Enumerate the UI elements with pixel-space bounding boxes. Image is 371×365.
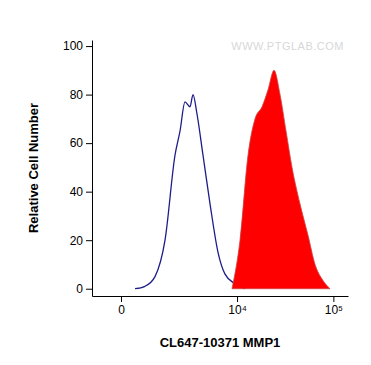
- y-tick-label: 100: [63, 39, 83, 53]
- y-tick: 60: [70, 136, 92, 150]
- y-tick-label: 20: [70, 234, 84, 248]
- x-tick-mark: [237, 296, 238, 302]
- x-tick-mark: [333, 296, 334, 302]
- x-tick: 10⁵: [325, 296, 343, 317]
- y-axis-title: Relative Cell Number: [26, 103, 41, 233]
- x-tick: 10⁴: [228, 296, 247, 317]
- x-axis-title: CL647-10371 MMP1: [160, 335, 281, 350]
- y-tick-label: 0: [76, 282, 83, 296]
- y-tick-mark: [86, 95, 92, 96]
- y-tick-mark: [86, 46, 92, 47]
- x-tick-label: 10⁵: [325, 303, 343, 317]
- x-tick: 0: [118, 296, 125, 317]
- plot-area: [135, 70, 330, 288]
- x-axis: 0 10⁴ 10⁵: [93, 296, 349, 317]
- y-tick-mark: [86, 240, 92, 241]
- y-tick: 0: [76, 282, 92, 296]
- y-tick-mark: [86, 143, 92, 144]
- y-tick-mark: [86, 192, 92, 193]
- y-tick-label: 40: [70, 185, 84, 199]
- x-axis-line: [93, 296, 349, 297]
- y-tick: 40: [70, 185, 92, 199]
- y-tick: 100: [63, 39, 92, 53]
- y-tick: 80: [70, 88, 92, 102]
- y-tick-mark: [86, 289, 92, 290]
- watermark: WWW.PTGLAB.COM: [231, 40, 344, 52]
- x-tick-label: 0: [118, 303, 125, 317]
- x-tick-mark: [121, 296, 122, 302]
- chart: WWW.PTGLAB.COM 0 10⁴ 10⁵ 0 20 40 60 80 100 CL647-1…: [0, 0, 371, 365]
- x-tick-label: 10⁴: [228, 303, 247, 317]
- histogram-line: [135, 95, 245, 289]
- y-tick-label: 60: [70, 136, 84, 150]
- y-tick: 20: [70, 234, 92, 248]
- histogram-area: [232, 70, 330, 288]
- y-tick-label: 80: [70, 88, 84, 102]
- y-axis: 0 20 40 60 80 100: [63, 39, 93, 296]
- y-axis-line: [92, 41, 93, 297]
